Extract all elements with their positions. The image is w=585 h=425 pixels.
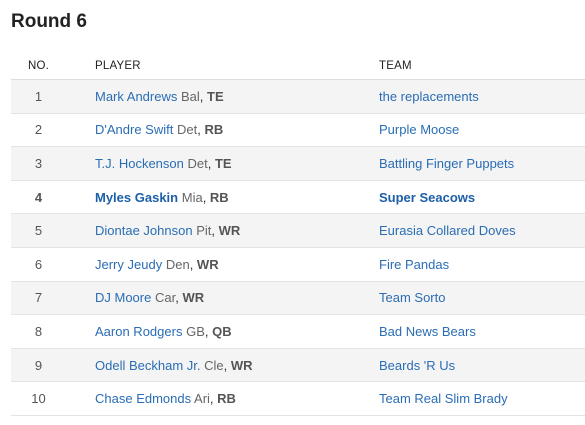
team-cell: Bad News Bears	[379, 314, 585, 349]
nfl-team: Det	[187, 155, 208, 171]
team-cell: Fire Pandas	[379, 247, 585, 282]
player-name-link[interactable]: Jerry Jeudy	[95, 256, 163, 272]
player-cell: Myles Gaskin Mia, RB	[66, 180, 379, 215]
fantasy-team-link[interactable]: Team Sorto	[379, 290, 446, 306]
player-cell: DJ Moore Car, WR	[66, 281, 379, 316]
player-cell: D'Andre Swift Det, RB	[66, 113, 379, 148]
nfl-team: Pit	[196, 223, 212, 239]
nfl-team: Cle	[204, 357, 224, 373]
player-position: RB	[217, 391, 236, 407]
player-position: QB	[212, 323, 232, 339]
pick-number: 2	[11, 113, 66, 148]
team-cell: Eurasia Collared Doves	[379, 213, 585, 248]
player-position: WR	[218, 223, 241, 239]
player-name-link[interactable]: D'Andre Swift	[95, 122, 174, 138]
player-position: TE	[214, 155, 232, 171]
pick-number: 7	[11, 281, 66, 316]
pick-number: 10	[11, 381, 66, 416]
pick-number: 9	[11, 348, 66, 383]
nfl-team: Mia	[181, 189, 203, 205]
column-header-team: TEAM	[379, 53, 585, 80]
player-cell: Chase Edmonds Ari, RB	[66, 381, 379, 416]
table-row: 7 DJ Moore Car, WR Team Sorto	[11, 281, 585, 316]
pick-number: 6	[11, 247, 66, 282]
fantasy-team-link[interactable]: Bad News Bears	[379, 323, 476, 339]
player-name-link[interactable]: Myles Gaskin	[95, 189, 179, 205]
nfl-team: Det	[176, 122, 198, 138]
fantasy-team-link[interactable]: Team Real Slim Brady	[379, 391, 508, 407]
round-title: Round 6	[11, 11, 87, 32]
player-cell: Mark Andrews Bal, TE	[66, 79, 379, 114]
table-row: 10 Chase Edmonds Ari, RB Team Real Slim Br…	[11, 381, 585, 416]
table-row: 9 Odell Beckham Jr. Cle, WR Beards 'R Us	[11, 348, 585, 383]
fantasy-team-link[interactable]: Beards 'R Us	[379, 357, 456, 373]
nfl-team: Den	[165, 256, 190, 272]
table-row: 4 Myles Gaskin Mia, RB Super Seacows	[11, 180, 585, 215]
fantasy-team-link[interactable]: Battling Finger Puppets	[379, 155, 515, 171]
table-row: 5 Diontae Johnson Pit, WR Eurasia Collared…	[11, 213, 585, 248]
player-cell: Diontae Johnson Pit, WR	[66, 213, 379, 248]
pick-number: 4	[11, 180, 66, 215]
table-row: 3 T.J. Hockenson Det, TE Battling Finger P…	[11, 146, 585, 181]
player-position: TE	[207, 88, 224, 104]
column-header-no: NO.	[11, 53, 66, 80]
draft-results-table: NO. PLAYER TEAM 1 Mark Andrews Bal, TE the…	[11, 53, 585, 416]
table-row: 2 D'Andre Swift Det, RB Purple Moose	[11, 113, 585, 148]
table-row: 8 Aaron Rodgers GB, QB Bad News Bears	[11, 314, 585, 349]
player-name-link[interactable]: Diontae Johnson	[95, 223, 193, 239]
nfl-team: Bal	[181, 88, 200, 104]
team-cell: the replacements	[379, 79, 585, 114]
table-header-row: NO. PLAYER TEAM	[11, 53, 585, 80]
fantasy-team-link[interactable]: Purple Moose	[379, 122, 460, 138]
team-cell: Purple Moose	[379, 113, 585, 148]
player-name-link[interactable]: DJ Moore	[95, 290, 152, 306]
fantasy-team-link[interactable]: Eurasia Collared Doves	[379, 223, 516, 239]
table-row: 6 Jerry Jeudy Den, WR Fire Pandas	[11, 247, 585, 282]
player-name-link[interactable]: Chase Edmonds	[95, 391, 192, 407]
player-cell: Aaron Rodgers GB, QB	[66, 314, 379, 349]
table-row: 1 Mark Andrews Bal, TE the replacements	[11, 79, 585, 114]
player-name-link[interactable]: T.J. Hockenson	[95, 155, 184, 171]
pick-number: 5	[11, 213, 66, 248]
player-name-link[interactable]: Odell Beckham Jr.	[95, 357, 201, 373]
player-cell: T.J. Hockenson Det, TE	[66, 146, 379, 181]
team-cell: Battling Finger Puppets	[379, 146, 585, 181]
pick-number: 8	[11, 314, 66, 349]
player-position: WR	[196, 256, 219, 272]
pick-number: 3	[11, 146, 66, 181]
fantasy-team-link[interactable]: Fire Pandas	[379, 256, 450, 272]
player-name-link[interactable]: Aaron Rodgers	[95, 323, 183, 339]
player-position: WR	[182, 290, 205, 306]
team-cell: Beards 'R Us	[379, 348, 585, 383]
nfl-team: Car	[154, 290, 176, 306]
fantasy-team-link[interactable]: the replacements	[379, 88, 479, 104]
nfl-team: Ari	[194, 391, 210, 407]
fantasy-team-link[interactable]: Super Seacows	[379, 189, 476, 205]
team-cell: Team Sorto	[379, 281, 585, 316]
pick-number: 1	[11, 79, 66, 114]
player-position: WR	[230, 357, 253, 373]
player-position: RB	[209, 189, 229, 205]
player-cell: Jerry Jeudy Den, WR	[66, 247, 379, 282]
nfl-team: GB	[186, 323, 205, 339]
column-header-player: PLAYER	[66, 53, 379, 80]
player-position: RB	[204, 122, 224, 138]
team-cell: Team Real Slim Brady	[379, 381, 585, 416]
player-cell: Odell Beckham Jr. Cle, WR	[66, 348, 379, 383]
team-cell: Super Seacows	[379, 180, 585, 215]
player-name-link[interactable]: Mark Andrews	[95, 88, 178, 104]
